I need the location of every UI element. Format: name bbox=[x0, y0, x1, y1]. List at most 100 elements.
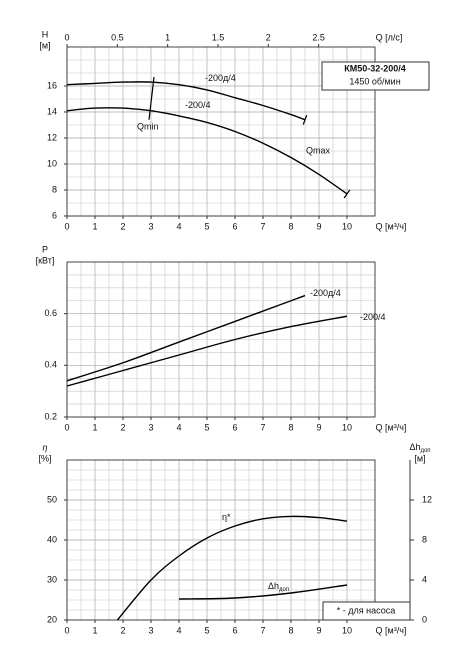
x-tick-label: 1 bbox=[92, 625, 97, 635]
series-label-main: Δh bbox=[268, 581, 279, 591]
series-line bbox=[66, 81, 306, 121]
note: * - для насоса bbox=[337, 605, 395, 615]
curve-end-mark bbox=[343, 189, 351, 199]
y-axis-unit: [%] bbox=[38, 453, 51, 463]
series-line bbox=[178, 584, 348, 600]
x-tick-label: 6 bbox=[232, 422, 237, 432]
y-tick-label: 40 bbox=[47, 534, 57, 544]
x-tick-label: 2 bbox=[120, 422, 125, 432]
chart-title: КМ50-32-200/4 bbox=[344, 63, 406, 73]
x2-tick-label: 0.5 bbox=[111, 32, 124, 42]
series-label: -200/4 bbox=[185, 100, 211, 110]
y2-tick-label: 4 bbox=[422, 574, 427, 584]
y-axis-label: η bbox=[43, 442, 48, 452]
y2-tick-label: 12 bbox=[422, 494, 432, 504]
series-label-main: -200д/4 bbox=[310, 288, 341, 298]
y2-axis-label-main: Δh bbox=[409, 442, 420, 452]
y2-tick-label: 8 bbox=[422, 534, 427, 544]
x-tick-label: 4 bbox=[176, 422, 181, 432]
y-tick-label: 8 bbox=[52, 184, 57, 194]
x-tick-label: 8 bbox=[288, 625, 293, 635]
x-tick-label: 3 bbox=[148, 625, 153, 635]
x-axis-label: Q [м³/ч] bbox=[376, 221, 407, 231]
x-tick-label: 6 bbox=[232, 625, 237, 635]
x-tick-label: 10 bbox=[342, 422, 352, 432]
x-tick-label: 3 bbox=[148, 221, 153, 231]
x-tick-label: 5 bbox=[204, 221, 209, 231]
x-tick-label: 1 bbox=[92, 422, 97, 432]
x-tick-label: 4 bbox=[176, 221, 181, 231]
series-label-main: -200/4 bbox=[185, 100, 211, 110]
x-tick-label: 9 bbox=[316, 221, 321, 231]
qmin-mark bbox=[148, 76, 155, 120]
x2-tick-label: 0 bbox=[64, 32, 69, 42]
y2-axis-label-sub: доп bbox=[420, 448, 430, 454]
series-label: η* bbox=[222, 512, 231, 522]
series-label-main: -200/4 bbox=[360, 312, 386, 322]
x2-axis-label: Q [л/с] bbox=[376, 32, 403, 42]
x-tick-label: 0 bbox=[64, 221, 69, 231]
x-tick-label: 0 bbox=[64, 625, 69, 635]
y2-axis-unit: [м] bbox=[414, 453, 425, 463]
x-tick-label: 4 bbox=[176, 625, 181, 635]
x-tick-label: 7 bbox=[260, 422, 265, 432]
chart-subtitle: 1450 об/мин bbox=[349, 76, 400, 86]
y-tick-label: 30 bbox=[47, 574, 57, 584]
series-line bbox=[66, 107, 348, 195]
x-tick-label: 3 bbox=[148, 422, 153, 432]
x2-tick-label: 1 bbox=[165, 32, 170, 42]
x-tick-label: 8 bbox=[288, 422, 293, 432]
x-tick-label: 2 bbox=[120, 625, 125, 635]
y-tick-label: 20 bbox=[47, 614, 57, 624]
annotation: Qmin bbox=[137, 121, 159, 131]
x-tick-label: 7 bbox=[260, 221, 265, 231]
y-tick-label: 12 bbox=[47, 132, 57, 142]
y-tick-label: 0.6 bbox=[44, 308, 57, 318]
x-axis-label: Q [м³/ч] bbox=[376, 625, 407, 635]
y-axis-unit: [кВт] bbox=[36, 255, 55, 265]
annotation: Qmax bbox=[306, 145, 331, 155]
note-box bbox=[322, 601, 411, 621]
x2-tick-label: 1.5 bbox=[212, 32, 225, 42]
x-tick-label: 1 bbox=[92, 221, 97, 231]
title-box bbox=[321, 61, 430, 91]
series-line bbox=[66, 294, 306, 382]
series-label: -200д/4 bbox=[205, 73, 236, 83]
y-tick-label: 16 bbox=[47, 80, 57, 90]
x-axis-label: Q [м³/ч] bbox=[376, 422, 407, 432]
series-label: -200д/4 bbox=[310, 288, 341, 298]
x-tick-label: 7 bbox=[260, 625, 265, 635]
series-label-main: -200д/4 bbox=[205, 73, 236, 83]
series-label: -200/4 bbox=[360, 312, 386, 322]
x-tick-label: 6 bbox=[232, 221, 237, 231]
plot-frame bbox=[66, 46, 376, 217]
y2-axis-label: Δhдоп bbox=[409, 442, 430, 453]
x-tick-label: 10 bbox=[342, 625, 352, 635]
y-tick-label: 6 bbox=[52, 210, 57, 220]
y-axis-unit: [м] bbox=[39, 40, 50, 50]
y-axis-label: H bbox=[42, 29, 49, 39]
x2-tick-label: 2.5 bbox=[312, 32, 325, 42]
y-tick-label: 0.2 bbox=[44, 411, 57, 421]
y-tick-label: 14 bbox=[47, 106, 57, 116]
curve-end-mark bbox=[302, 114, 308, 125]
series-line bbox=[66, 315, 348, 387]
x-tick-label: 5 bbox=[204, 625, 209, 635]
y-tick-label: 50 bbox=[47, 494, 57, 504]
x2-tick-label: 2 bbox=[266, 32, 271, 42]
series-line bbox=[116, 515, 348, 621]
series-label: Δhдоп bbox=[268, 581, 289, 592]
x-tick-label: 9 bbox=[316, 625, 321, 635]
x-tick-label: 10 bbox=[342, 221, 352, 231]
x-tick-label: 5 bbox=[204, 422, 209, 432]
y2-tick-label: 0 bbox=[422, 614, 427, 624]
x-tick-label: 2 bbox=[120, 221, 125, 231]
x-tick-label: 0 bbox=[64, 422, 69, 432]
x-tick-label: 8 bbox=[288, 221, 293, 231]
plot-frame bbox=[66, 261, 376, 418]
y-tick-label: 0.4 bbox=[44, 360, 57, 370]
series-label-main: η* bbox=[222, 512, 231, 522]
y-axis-label: P bbox=[42, 244, 48, 254]
